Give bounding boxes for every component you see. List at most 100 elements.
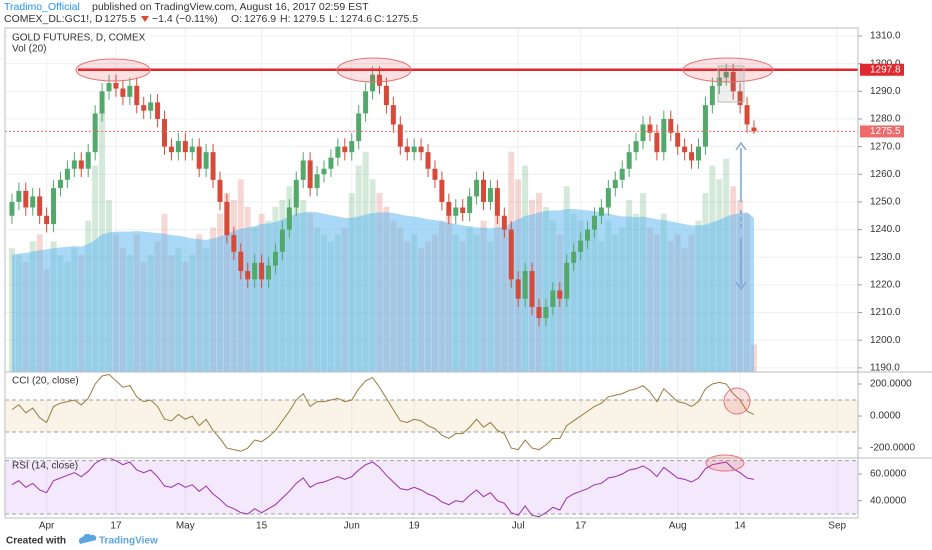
h-label: H: [280, 13, 291, 25]
candle-body [723, 71, 729, 78]
candle-body [182, 141, 188, 153]
candle-body [51, 188, 57, 225]
footer-created: Created with [6, 536, 66, 547]
x-tick-label: 14 [735, 521, 747, 532]
h-value: 1279.5 [293, 13, 325, 25]
y-tick-label: 1210.0 [870, 307, 901, 318]
candle-body [383, 85, 389, 106]
candle-body [550, 290, 556, 308]
candle-body [446, 201, 452, 216]
candle-body [259, 262, 265, 280]
candle-body [605, 188, 611, 208]
plot-area: Apr 17 May 15 Jun 19 Jul 17 Aug 14 Sep 1190.0 1200.0… [5, 28, 915, 532]
candle-body [529, 271, 535, 308]
last: 1275.5 [104, 13, 136, 25]
candle-body [370, 74, 376, 92]
candle-body [390, 105, 396, 125]
candle-body [543, 307, 549, 319]
candle-body [155, 102, 161, 119]
candle-body [474, 179, 480, 197]
candle-body [585, 229, 591, 241]
candle-body [682, 146, 688, 153]
candle-body [744, 105, 750, 125]
candle-body [487, 188, 493, 202]
author[interactable]: Tradimo_Official [4, 1, 80, 13]
candle-body [328, 157, 334, 169]
candle-body [501, 215, 507, 230]
y-tick-label: 1260.0 [870, 169, 901, 180]
y-tick-label: 1310.0 [870, 31, 901, 42]
symbol: COMEX_DL:GC1!, D [4, 13, 103, 25]
cci-ellipse [723, 387, 751, 415]
candle-body [578, 240, 584, 252]
candle-body [425, 152, 431, 169]
candle-body [640, 124, 646, 142]
x-tick-label: Apr [39, 521, 55, 532]
candle-body [654, 132, 660, 153]
candle-body [702, 105, 708, 147]
l-label: L: [329, 13, 338, 25]
x-tick-label: Jun [344, 521, 360, 532]
volume-ma-area [11, 208, 754, 372]
price-tag-label: 1275.5 [870, 126, 901, 137]
candle-body [175, 141, 181, 153]
arrow-head [735, 141, 747, 151]
candle-body [272, 251, 278, 266]
volume-title: Vol (20) [12, 44, 46, 55]
candle-body [307, 160, 313, 189]
logo [79, 533, 97, 544]
candle-body [668, 118, 674, 133]
candle-body [99, 91, 105, 114]
x-tick-label: 15 [256, 521, 268, 532]
candle-body [508, 229, 514, 280]
peak-ellipse [75, 58, 151, 82]
x-tick-label: Jul [512, 521, 525, 532]
x-tick-label: 19 [409, 521, 421, 532]
candle-body [148, 102, 154, 111]
footer-brand[interactable]: TradingView [99, 536, 158, 547]
x-tick-label: 17 [110, 521, 122, 532]
candle-body [695, 146, 701, 161]
candle-body [481, 179, 487, 202]
candle-body [217, 179, 223, 202]
o-value: 1276.9 [244, 13, 276, 25]
candle-body [453, 207, 459, 216]
candle-body [376, 74, 382, 86]
c-value: 1275.5 [386, 13, 418, 25]
candle-body [557, 290, 563, 299]
candle-body [37, 196, 43, 216]
candle-body [78, 160, 84, 169]
candle-body [57, 179, 63, 189]
candle-body [127, 85, 133, 97]
candle-body [266, 265, 272, 280]
candle-body [591, 215, 597, 230]
candle-body [439, 179, 445, 202]
candle-body [536, 307, 542, 319]
candle-body [661, 118, 667, 153]
candle-body [64, 168, 70, 180]
l-value: 1274.6 [340, 13, 372, 25]
y-tick-label: 1250.0 [870, 197, 901, 208]
candle-body [598, 207, 604, 216]
candle-body [564, 262, 570, 299]
candle-body [189, 146, 195, 153]
candle-body [321, 168, 327, 175]
candle-body [494, 188, 500, 216]
candle-body [751, 127, 757, 132]
arrow-head [735, 281, 747, 291]
peak-ellipse [336, 57, 412, 83]
y-tick-label: 1270.0 [870, 141, 901, 152]
candle-body [515, 279, 521, 299]
candle-body [252, 262, 258, 280]
candle-body [224, 201, 230, 236]
x-tick-label: Aug [669, 521, 687, 532]
candle-body [300, 160, 306, 180]
y-tick-label: 1240.0 [870, 224, 901, 235]
candle-body [612, 179, 618, 189]
y-tick-label: 0.0000 [870, 411, 901, 422]
change: −1.4 (−0.11%) [152, 13, 218, 25]
candle-body [335, 146, 341, 158]
candle-body [279, 229, 285, 252]
candle-body [30, 196, 36, 208]
